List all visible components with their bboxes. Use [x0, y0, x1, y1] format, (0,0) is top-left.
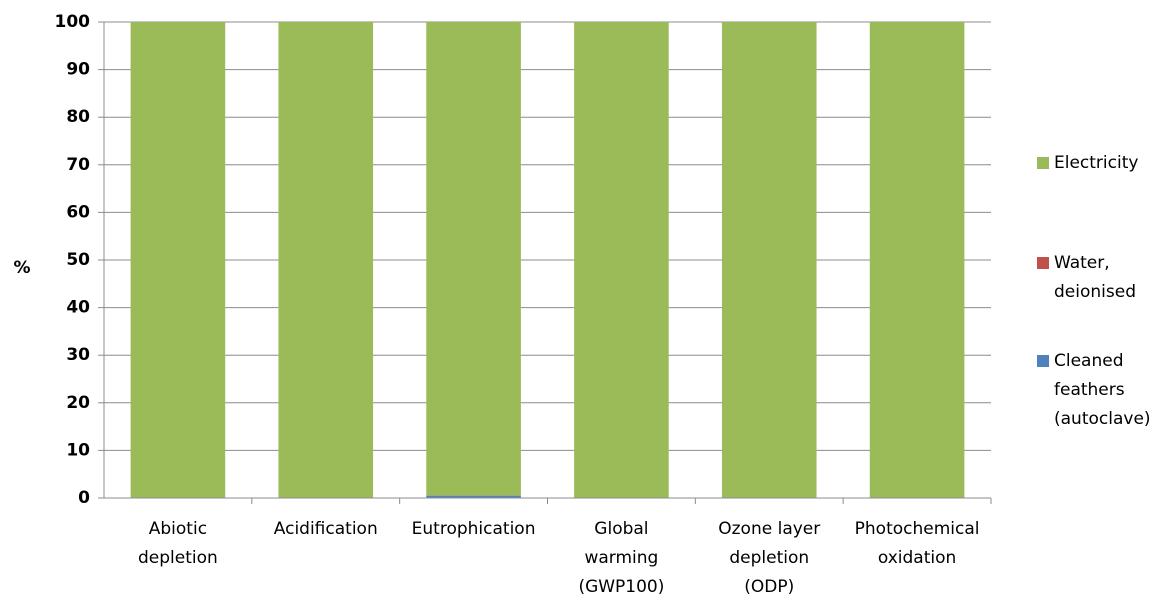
x-tick-label: Global: [594, 519, 648, 539]
y-tick-label: 60: [66, 202, 90, 222]
x-tick-label: Abiotic: [149, 519, 207, 539]
bar-segment: [278, 22, 373, 498]
legend-swatch: [1037, 257, 1049, 269]
y-tick-labels: 0 10 20 30 40 50 60 70 80 90 100: [55, 12, 91, 508]
x-tick-label: (GWP100): [578, 577, 664, 597]
x-tick-label: oxidation: [878, 548, 956, 568]
x-tick-label: Photochemical: [855, 519, 980, 539]
legend-swatch: [1037, 157, 1049, 169]
y-axis-label: %: [13, 258, 30, 278]
bar-segment: [426, 22, 521, 496]
x-tick-label: Acidification: [274, 519, 378, 539]
legend: Electricity Water, deionised Cleaned feather…: [1037, 153, 1151, 429]
bar-segment: [574, 22, 669, 498]
y-tick-label: 0: [78, 488, 90, 508]
legend-label: Cleaned: [1054, 351, 1124, 371]
y-tick-label: 20: [66, 393, 90, 413]
gridlines: [104, 22, 991, 450]
bar-segment: [870, 22, 965, 498]
x-tick-label: warming: [584, 548, 658, 568]
x-tick-label: Ozone layer: [718, 519, 820, 539]
y-tick-label: 100: [55, 12, 91, 32]
x-tick-label: depletion: [138, 548, 218, 568]
y-tick-label: 40: [66, 298, 90, 318]
y-tick-label: 80: [66, 107, 90, 127]
legend-label: Water,: [1054, 253, 1110, 273]
x-tick-labels: Abiotic depletion Acidification Eutrophicat…: [138, 519, 979, 597]
bar-segment: [722, 22, 817, 498]
legend-label: Electricity: [1054, 153, 1138, 173]
y-tick-label: 70: [66, 155, 90, 175]
legend-swatch: [1037, 355, 1049, 367]
y-tick-label: 50: [66, 250, 90, 270]
bar-segment: [131, 22, 226, 498]
legend-label: (autoclave): [1054, 409, 1151, 429]
x-tick-label: (ODP): [744, 577, 794, 597]
y-tick-label: 30: [66, 345, 90, 365]
axes: [98, 22, 991, 504]
y-tick-label: 10: [66, 440, 90, 460]
legend-label: deionised: [1054, 282, 1136, 302]
x-tick-label: depletion: [729, 548, 809, 568]
x-tick-label: Eutrophication: [412, 519, 536, 539]
legend-label: feathers: [1054, 380, 1125, 400]
y-tick-label: 90: [66, 60, 90, 80]
